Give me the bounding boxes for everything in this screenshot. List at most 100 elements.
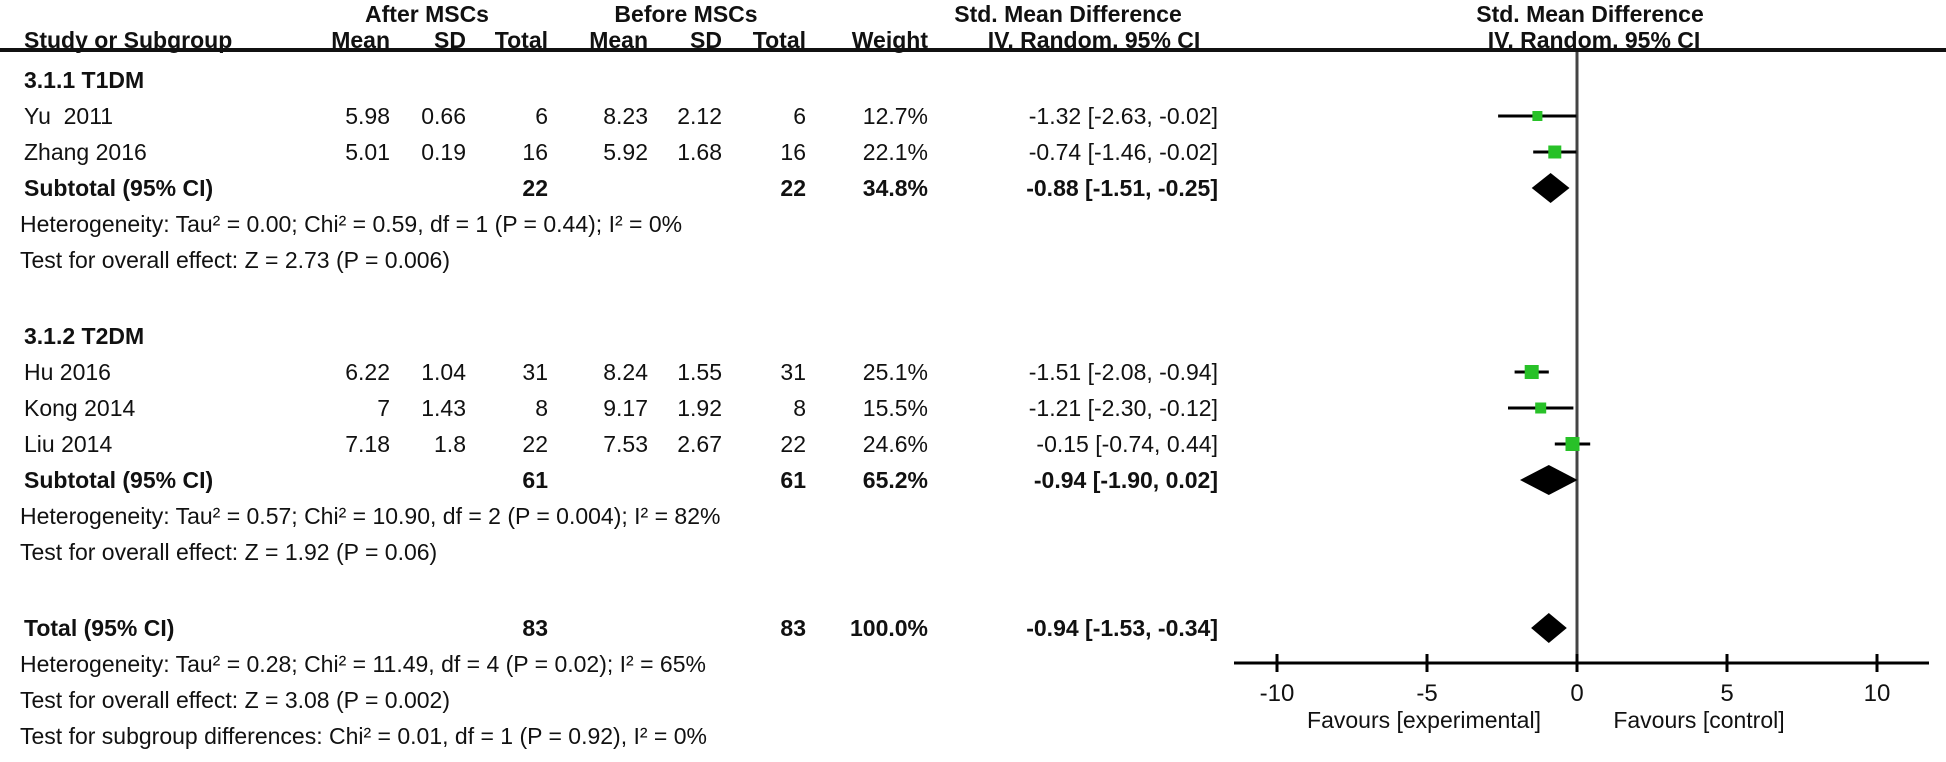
cell-sd1: 1.43	[421, 395, 466, 421]
table-row-note: Test for subgroup differences: Chi² = 0.…	[0, 718, 1230, 754]
row-label: Liu 2014	[24, 431, 113, 457]
cell-mean1: 5.01	[345, 139, 390, 165]
cell-weight: 15.5%	[862, 395, 928, 421]
cell-mean1: 7	[377, 395, 390, 421]
effect-square	[1565, 437, 1580, 451]
row-label: Subtotal (95% CI)	[24, 467, 214, 493]
row-label: Total (95% CI)	[24, 615, 175, 641]
table-row-section: 3.1.2 T2DM	[0, 318, 1230, 354]
row-label: Zhang 2016	[24, 139, 147, 165]
effect-square	[1548, 145, 1562, 159]
cell-sd2: 2.12	[677, 103, 722, 129]
cell-total2: 6	[793, 103, 806, 129]
table-row-section: 3.1.1 T1DM	[0, 62, 1230, 98]
cell-sd1: 1.8	[434, 431, 466, 457]
cell-sd2: 1.68	[677, 139, 722, 165]
cell-mean2: 9.17	[603, 395, 648, 421]
cell-total1: 6	[535, 103, 548, 129]
group-header-after-mscs: After MSCs	[365, 1, 489, 27]
table-row-total: Total (95% CI) 83 83 100.0% -0.94 [-1.53, -0…	[0, 610, 1230, 646]
table-row-study: Liu 2014 7.18 1.8 22 7.53 2.67 22 24.6% -0.15 [-…	[0, 426, 1230, 462]
cell-weight: 24.6%	[862, 431, 928, 457]
cell-mean2: 7.53	[603, 431, 648, 457]
cell-sd2: 2.67	[677, 431, 722, 457]
cell-total1: 61	[522, 467, 548, 493]
cell-total1: 8	[535, 395, 548, 421]
cell-weight: 22.1%	[862, 139, 928, 165]
cell-ci: -1.51 [-2.08, -0.94]	[1028, 359, 1218, 385]
analysis-note: Test for overall effect: Z = 3.08 (P = 0…	[20, 687, 450, 713]
analysis-note: Heterogeneity: Tau² = 0.57; Chi² = 10.90…	[20, 503, 721, 529]
cell-total1: 31	[522, 359, 548, 385]
cell-ci: -0.15 [-0.74, 0.44]	[1036, 431, 1218, 457]
cell-ci: -1.21 [-2.30, -0.12]	[1028, 395, 1218, 421]
plot-title-smd: Std. Mean Difference	[1476, 1, 1704, 27]
cell-sd1: 1.04	[421, 359, 466, 385]
row-label: Yu 2011	[24, 103, 114, 129]
cell-total2: 61	[780, 467, 806, 493]
analysis-note: Test for subgroup differences: Chi² = 0.…	[20, 723, 707, 749]
table-row-note: Test for overall effect: Z = 2.73 (P = 0…	[0, 242, 1230, 278]
group-header-smd: Std. Mean Difference	[954, 1, 1182, 27]
table-row-note: Heterogeneity: Tau² = 0.57; Chi² = 10.90…	[0, 498, 1230, 534]
cell-mean2: 8.24	[603, 359, 648, 385]
row-label: 3.1.2 T2DM	[24, 323, 145, 349]
cell-weight: 25.1%	[862, 359, 928, 385]
group-header-before-mscs: Before MSCs	[614, 1, 758, 27]
cell-sd1: 0.66	[421, 103, 466, 129]
table-row-note: Test for overall effect: Z = 1.92 (P = 0…	[0, 534, 1230, 570]
axis-tick-label: 10	[1864, 680, 1891, 707]
table-row-study: Kong 2014 7 1.43 8 9.17 1.92 8 15.5% -1.21 [-2.3…	[0, 390, 1230, 426]
cell-total1: 83	[522, 615, 548, 641]
cell-ci: -0.94 [-1.90, 0.02]	[1033, 467, 1218, 493]
row-label: Subtotal (95% CI)	[24, 175, 214, 201]
table-row-study: Zhang 2016 5.01 0.19 16 5.92 1.68 16 22.1% -0.74…	[0, 134, 1230, 170]
cell-weight: 12.7%	[862, 103, 928, 129]
row-label: Kong 2014	[24, 395, 136, 421]
pooled-diamond	[1531, 613, 1567, 643]
favours-control-label: Favours [control]	[1613, 707, 1784, 733]
table-row-note: Test for overall effect: Z = 3.08 (P = 0…	[0, 682, 1230, 718]
cell-total1: 22	[522, 431, 548, 457]
cell-mean1: 7.18	[345, 431, 390, 457]
header-rule	[0, 48, 1946, 52]
pooled-diamond	[1531, 173, 1570, 203]
cell-total2: 8	[793, 395, 806, 421]
cell-mean2: 8.23	[603, 103, 648, 129]
table-row-note: Heterogeneity: Tau² = 0.00; Chi² = 0.59,…	[0, 206, 1230, 242]
analysis-note: Test for overall effect: Z = 1.92 (P = 0…	[20, 539, 438, 565]
table-row-study: Yu 2011 5.98 0.66 6 8.23 2.12 6 12.7% -1.32 [-2.…	[0, 98, 1230, 134]
cell-total1: 22	[522, 175, 548, 201]
pooled-diamond	[1520, 465, 1578, 495]
cell-mean1: 5.98	[345, 103, 390, 129]
effect-square	[1535, 402, 1547, 414]
table-row-study: Hu 2016 6.22 1.04 31 8.24 1.55 31 25.1% -1.51 [-…	[0, 354, 1230, 390]
cell-ci: -0.94 [-1.53, -0.34]	[1026, 615, 1218, 641]
cell-total2: 22	[780, 431, 806, 457]
cell-total2: 16	[780, 139, 806, 165]
table-row-subtotal: Subtotal (95% CI) 61 61 65.2% -0.94 [-1.90, …	[0, 462, 1230, 498]
cell-sd1: 0.19	[421, 139, 466, 165]
cell-ci: -0.74 [-1.46, -0.02]	[1028, 139, 1218, 165]
effect-square	[1532, 111, 1543, 121]
favours-experimental-label: Favours [experimental]	[1307, 707, 1541, 733]
axis-tick-label: 5	[1720, 680, 1733, 707]
axis-tick-label: -5	[1416, 680, 1437, 707]
analysis-note: Heterogeneity: Tau² = 0.00; Chi² = 0.59,…	[20, 211, 683, 237]
cell-total2: 31	[780, 359, 806, 385]
cell-weight: 34.8%	[862, 175, 928, 201]
analysis-note: Heterogeneity: Tau² = 0.28; Chi² = 11.49…	[20, 651, 706, 677]
cell-mean1: 6.22	[345, 359, 390, 385]
table-row-note: Heterogeneity: Tau² = 0.28; Chi² = 11.49…	[0, 646, 1230, 682]
analysis-note: Test for overall effect: Z = 2.73 (P = 0…	[20, 247, 450, 273]
row-label: 3.1.1 T1DM	[24, 67, 145, 93]
cell-total1: 16	[522, 139, 548, 165]
cell-mean2: 5.92	[603, 139, 648, 165]
cell-total2: 22	[780, 175, 806, 201]
table-row-subtotal: Subtotal (95% CI) 22 22 34.8% -0.88 [-1.51, …	[0, 170, 1230, 206]
axis-tick-label: -10	[1260, 680, 1295, 707]
cell-ci: -0.88 [-1.51, -0.25]	[1026, 175, 1218, 201]
cell-weight: 100.0%	[849, 615, 928, 641]
